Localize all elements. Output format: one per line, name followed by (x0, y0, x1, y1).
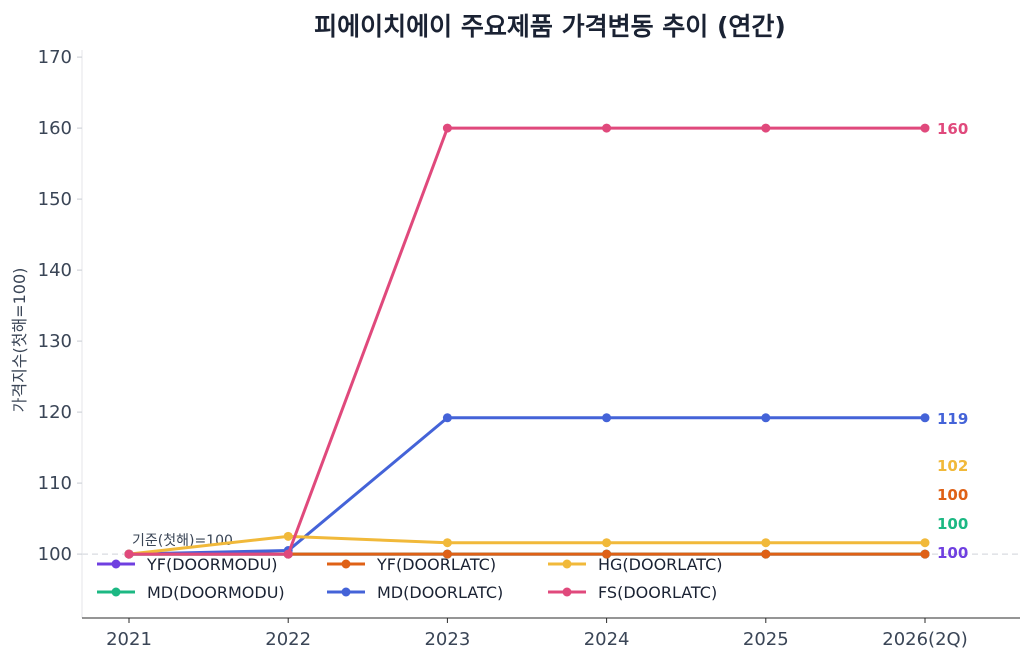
x-tick-label: 2025 (743, 629, 789, 650)
data-point (442, 538, 452, 548)
series-end-label: 119 (937, 410, 968, 428)
series-end-label: 160 (937, 120, 968, 138)
y-tick-label: 120 (38, 402, 72, 423)
legend-swatch-marker (341, 587, 351, 597)
data-point (602, 549, 612, 559)
data-point (761, 549, 771, 559)
legend-swatch-marker (341, 559, 351, 569)
data-point (442, 413, 452, 423)
data-point (920, 538, 930, 548)
data-point (602, 123, 612, 133)
series-line (127, 126, 927, 556)
series-end-label: 102 (937, 457, 968, 475)
x-tick-label: 2022 (265, 629, 311, 650)
x-tick-label: 2024 (584, 629, 630, 650)
legend-label: YF(DOORLATC) (376, 555, 496, 574)
legend-swatch-marker (562, 587, 572, 597)
series-line (127, 534, 927, 556)
data-point (920, 549, 930, 559)
y-tick-label: 100 (38, 544, 72, 565)
legend-swatch-marker (562, 559, 572, 569)
end-labels-layer: 160 119 102 100 100 100 (937, 120, 968, 562)
legend: YF(DOORMODU) MD(DOORMODU) YF(DOORLATC) MD(D… (97, 555, 723, 602)
y-tick-label: 140 (38, 260, 72, 281)
data-point (442, 123, 452, 133)
data-point (283, 549, 293, 559)
legend-label: MD(DOORMODU) (147, 583, 285, 602)
data-point (761, 538, 771, 548)
data-point (761, 123, 771, 133)
series-layer (124, 123, 930, 559)
data-point (920, 413, 930, 423)
legend-label: HG(DOORLATC) (598, 555, 723, 574)
data-point (602, 538, 612, 548)
y-tick-label: 130 (38, 331, 72, 352)
data-point (920, 123, 930, 133)
y-tick-label: 150 (38, 189, 72, 210)
data-point (442, 549, 452, 559)
data-point (761, 413, 771, 423)
data-point (602, 413, 612, 423)
x-tick-label: 2026(2Q) (882, 629, 967, 650)
series-line (127, 416, 927, 556)
legend-swatch-marker (111, 587, 121, 597)
y-axis-label: 가격지수(첫해=100) (10, 268, 29, 413)
series-end-label: 100 (937, 515, 968, 533)
y-tick-label: 170 (38, 47, 72, 68)
y-tick-label: 160 (38, 118, 72, 139)
chart-title: 피에이치에이 주요제품 가격변동 추이 (연간) (314, 12, 786, 41)
legend-swatch-marker (111, 559, 121, 569)
series-end-label: 100 (937, 486, 968, 504)
series-end-label: 100 (937, 544, 968, 562)
y-tick-label: 110 (38, 473, 72, 494)
x-tick-label: 2021 (106, 629, 152, 650)
x-tick-label: 2023 (424, 629, 470, 650)
legend-label: YF(DOORMODU) (146, 555, 278, 574)
data-point (283, 531, 293, 541)
legend-label: FS(DOORLATC) (598, 583, 717, 602)
legend-label: MD(DOORLATC) (377, 583, 503, 602)
data-point (124, 549, 134, 559)
axes-layer: 100 110 120 130 140 150 160 170 2021 2022 2023 2024… (38, 47, 1020, 650)
